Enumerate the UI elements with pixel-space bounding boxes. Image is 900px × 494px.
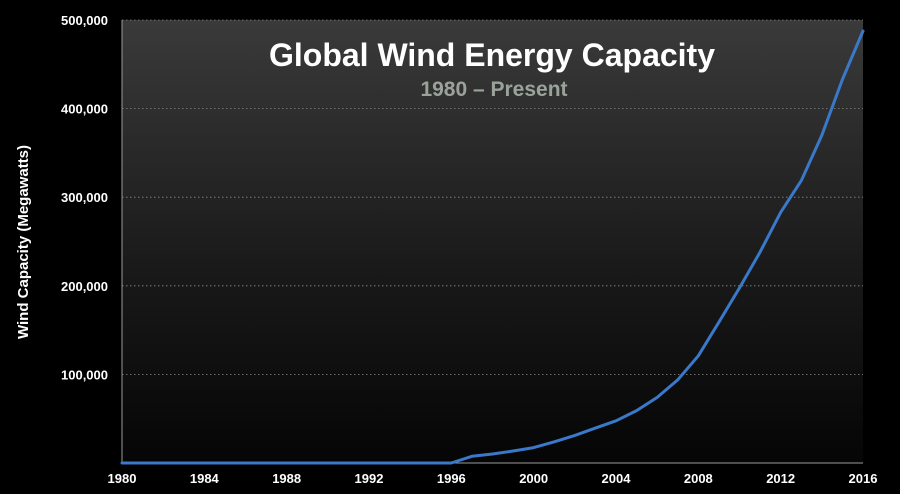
- y-tick-label: 500,000: [61, 13, 108, 28]
- x-tick-labels: 1980 1984 1988 1992 1996 2000 2004 2008 2012 2016: [108, 471, 878, 486]
- x-tick-label: 2008: [684, 471, 713, 486]
- y-tick-label: 400,000: [61, 102, 108, 117]
- x-tick-label: 1996: [437, 471, 466, 486]
- x-tick-label: 1988: [272, 471, 301, 486]
- x-tick-label: 2000: [519, 471, 548, 486]
- x-tick-label: 1984: [190, 471, 220, 486]
- chart-title: Global Wind Energy Capacity: [269, 37, 715, 73]
- chart-subtitle: 1980 – Present: [420, 78, 567, 101]
- series-layer: [120, 29, 865, 465]
- plot-area: [122, 20, 863, 463]
- x-tick-label: 1992: [355, 471, 384, 486]
- y-tick-label: 200,000: [61, 279, 108, 294]
- series-line: [120, 29, 865, 465]
- y-tick-label: 100,000: [61, 367, 108, 382]
- x-tick-label: 2004: [602, 471, 632, 486]
- y-axis-label: Wind Capacity (Megawatts): [15, 145, 32, 339]
- y-tick-labels: 100,000 200,000 300,000 400,000 500,000: [61, 13, 108, 382]
- x-tick-label: 2012: [766, 471, 795, 486]
- x-tick-label: 1980: [108, 471, 137, 486]
- x-tick-label: 2016: [849, 471, 878, 486]
- y-tick-label: 300,000: [61, 190, 108, 205]
